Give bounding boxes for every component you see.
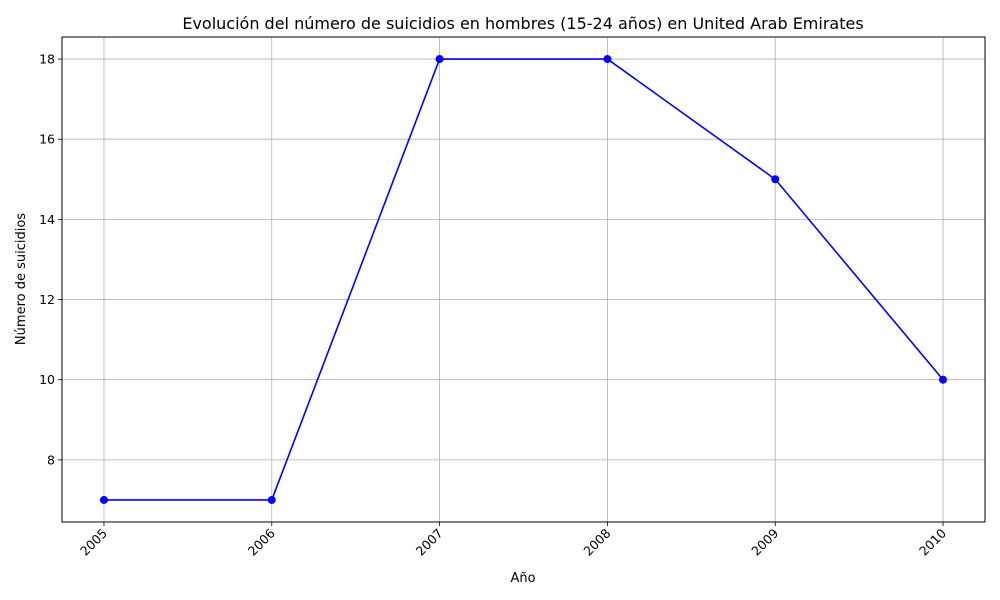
data-point [436,55,444,63]
x-tick-label: 2008 [580,525,613,558]
plot-area-frame [62,37,985,522]
x-tick-label: 2006 [245,525,278,558]
x-tick-label: 2007 [413,526,446,559]
data-point [939,376,947,384]
x-axis: 2005 2006 2007 2008 2009 2010 [77,522,949,559]
data-point [268,496,276,504]
series-suicidios [100,55,947,504]
y-tick-label: 12 [39,292,55,307]
y-tick-label: 8 [47,452,55,467]
x-tick-label: 2010 [916,525,949,558]
x-axis-label: Año [510,571,535,586]
grid [62,37,985,522]
data-point [771,175,779,183]
chart-title: Evolución del número de suicidios en hom… [182,14,863,33]
y-tick-label: 18 [39,52,55,67]
data-point [603,55,611,63]
series-line [104,59,943,500]
y-axis-label: Número de suicidios [14,213,29,345]
y-tick-label: 14 [39,212,55,227]
y-tick-label: 16 [39,132,55,147]
data-point [100,496,108,504]
x-tick-label: 2005 [77,526,110,559]
y-tick-label: 10 [39,372,55,387]
x-tick-label: 2009 [748,525,781,558]
y-axis: 8 10 12 14 16 18 [39,52,62,468]
